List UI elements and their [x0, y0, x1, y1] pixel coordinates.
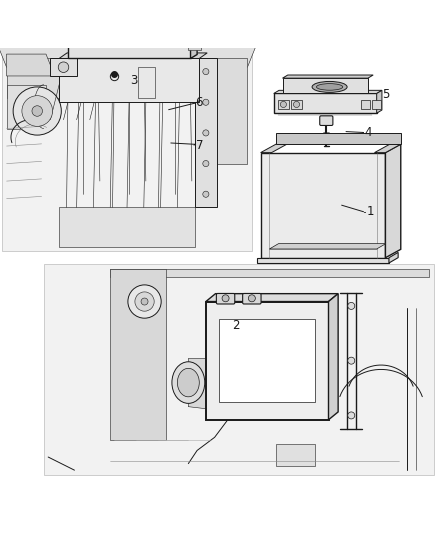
Polygon shape [110, 269, 166, 440]
Circle shape [222, 295, 229, 302]
Circle shape [141, 298, 148, 305]
Text: 7: 7 [195, 139, 203, 152]
Text: 6: 6 [195, 96, 203, 109]
Text: 3: 3 [130, 74, 137, 87]
Polygon shape [7, 54, 55, 76]
Polygon shape [274, 93, 377, 113]
Circle shape [128, 285, 161, 318]
Polygon shape [261, 152, 385, 258]
Circle shape [135, 292, 154, 311]
Polygon shape [2, 50, 252, 251]
Text: 4: 4 [364, 126, 372, 140]
FancyBboxPatch shape [320, 116, 333, 125]
Polygon shape [276, 444, 315, 466]
Polygon shape [7, 85, 46, 128]
Polygon shape [110, 269, 429, 278]
Polygon shape [276, 133, 401, 144]
Polygon shape [278, 100, 289, 109]
Polygon shape [195, 59, 217, 207]
Polygon shape [385, 144, 401, 258]
Polygon shape [269, 244, 386, 249]
Ellipse shape [312, 82, 347, 92]
Polygon shape [0, 45, 256, 67]
Polygon shape [59, 59, 199, 102]
Text: 2: 2 [232, 319, 240, 332]
Circle shape [32, 106, 42, 116]
Polygon shape [7, 59, 59, 98]
Polygon shape [274, 90, 382, 93]
Circle shape [280, 101, 286, 108]
Polygon shape [59, 207, 195, 247]
Polygon shape [283, 75, 373, 78]
Circle shape [203, 191, 209, 197]
Polygon shape [257, 258, 389, 263]
Text: 1: 1 [366, 205, 374, 218]
Ellipse shape [172, 362, 205, 403]
Circle shape [348, 412, 355, 419]
Circle shape [58, 62, 69, 72]
FancyBboxPatch shape [188, 43, 201, 50]
Circle shape [348, 357, 355, 364]
Circle shape [203, 69, 209, 75]
Circle shape [13, 87, 61, 135]
FancyBboxPatch shape [243, 294, 261, 304]
Polygon shape [377, 90, 382, 113]
Polygon shape [195, 59, 247, 164]
Polygon shape [291, 100, 302, 109]
Circle shape [203, 160, 209, 167]
Ellipse shape [177, 368, 199, 397]
Polygon shape [328, 294, 338, 420]
Circle shape [203, 130, 209, 136]
Polygon shape [389, 252, 398, 263]
Circle shape [248, 295, 255, 302]
FancyBboxPatch shape [216, 294, 235, 304]
Circle shape [293, 101, 300, 108]
FancyBboxPatch shape [188, 26, 201, 32]
Circle shape [203, 99, 209, 106]
FancyBboxPatch shape [188, 34, 201, 41]
FancyBboxPatch shape [219, 319, 315, 402]
Polygon shape [372, 100, 381, 109]
Text: 5: 5 [382, 88, 389, 101]
Polygon shape [44, 264, 434, 474]
Polygon shape [206, 302, 328, 420]
Polygon shape [261, 144, 287, 152]
Polygon shape [68, 0, 191, 59]
Ellipse shape [316, 84, 343, 90]
Polygon shape [191, 0, 197, 59]
Circle shape [348, 302, 355, 310]
Polygon shape [188, 359, 263, 415]
Polygon shape [374, 144, 401, 152]
Polygon shape [59, 53, 207, 59]
Polygon shape [361, 100, 370, 109]
Circle shape [22, 96, 53, 126]
Polygon shape [283, 78, 368, 93]
Polygon shape [50, 59, 77, 76]
Polygon shape [206, 294, 338, 302]
